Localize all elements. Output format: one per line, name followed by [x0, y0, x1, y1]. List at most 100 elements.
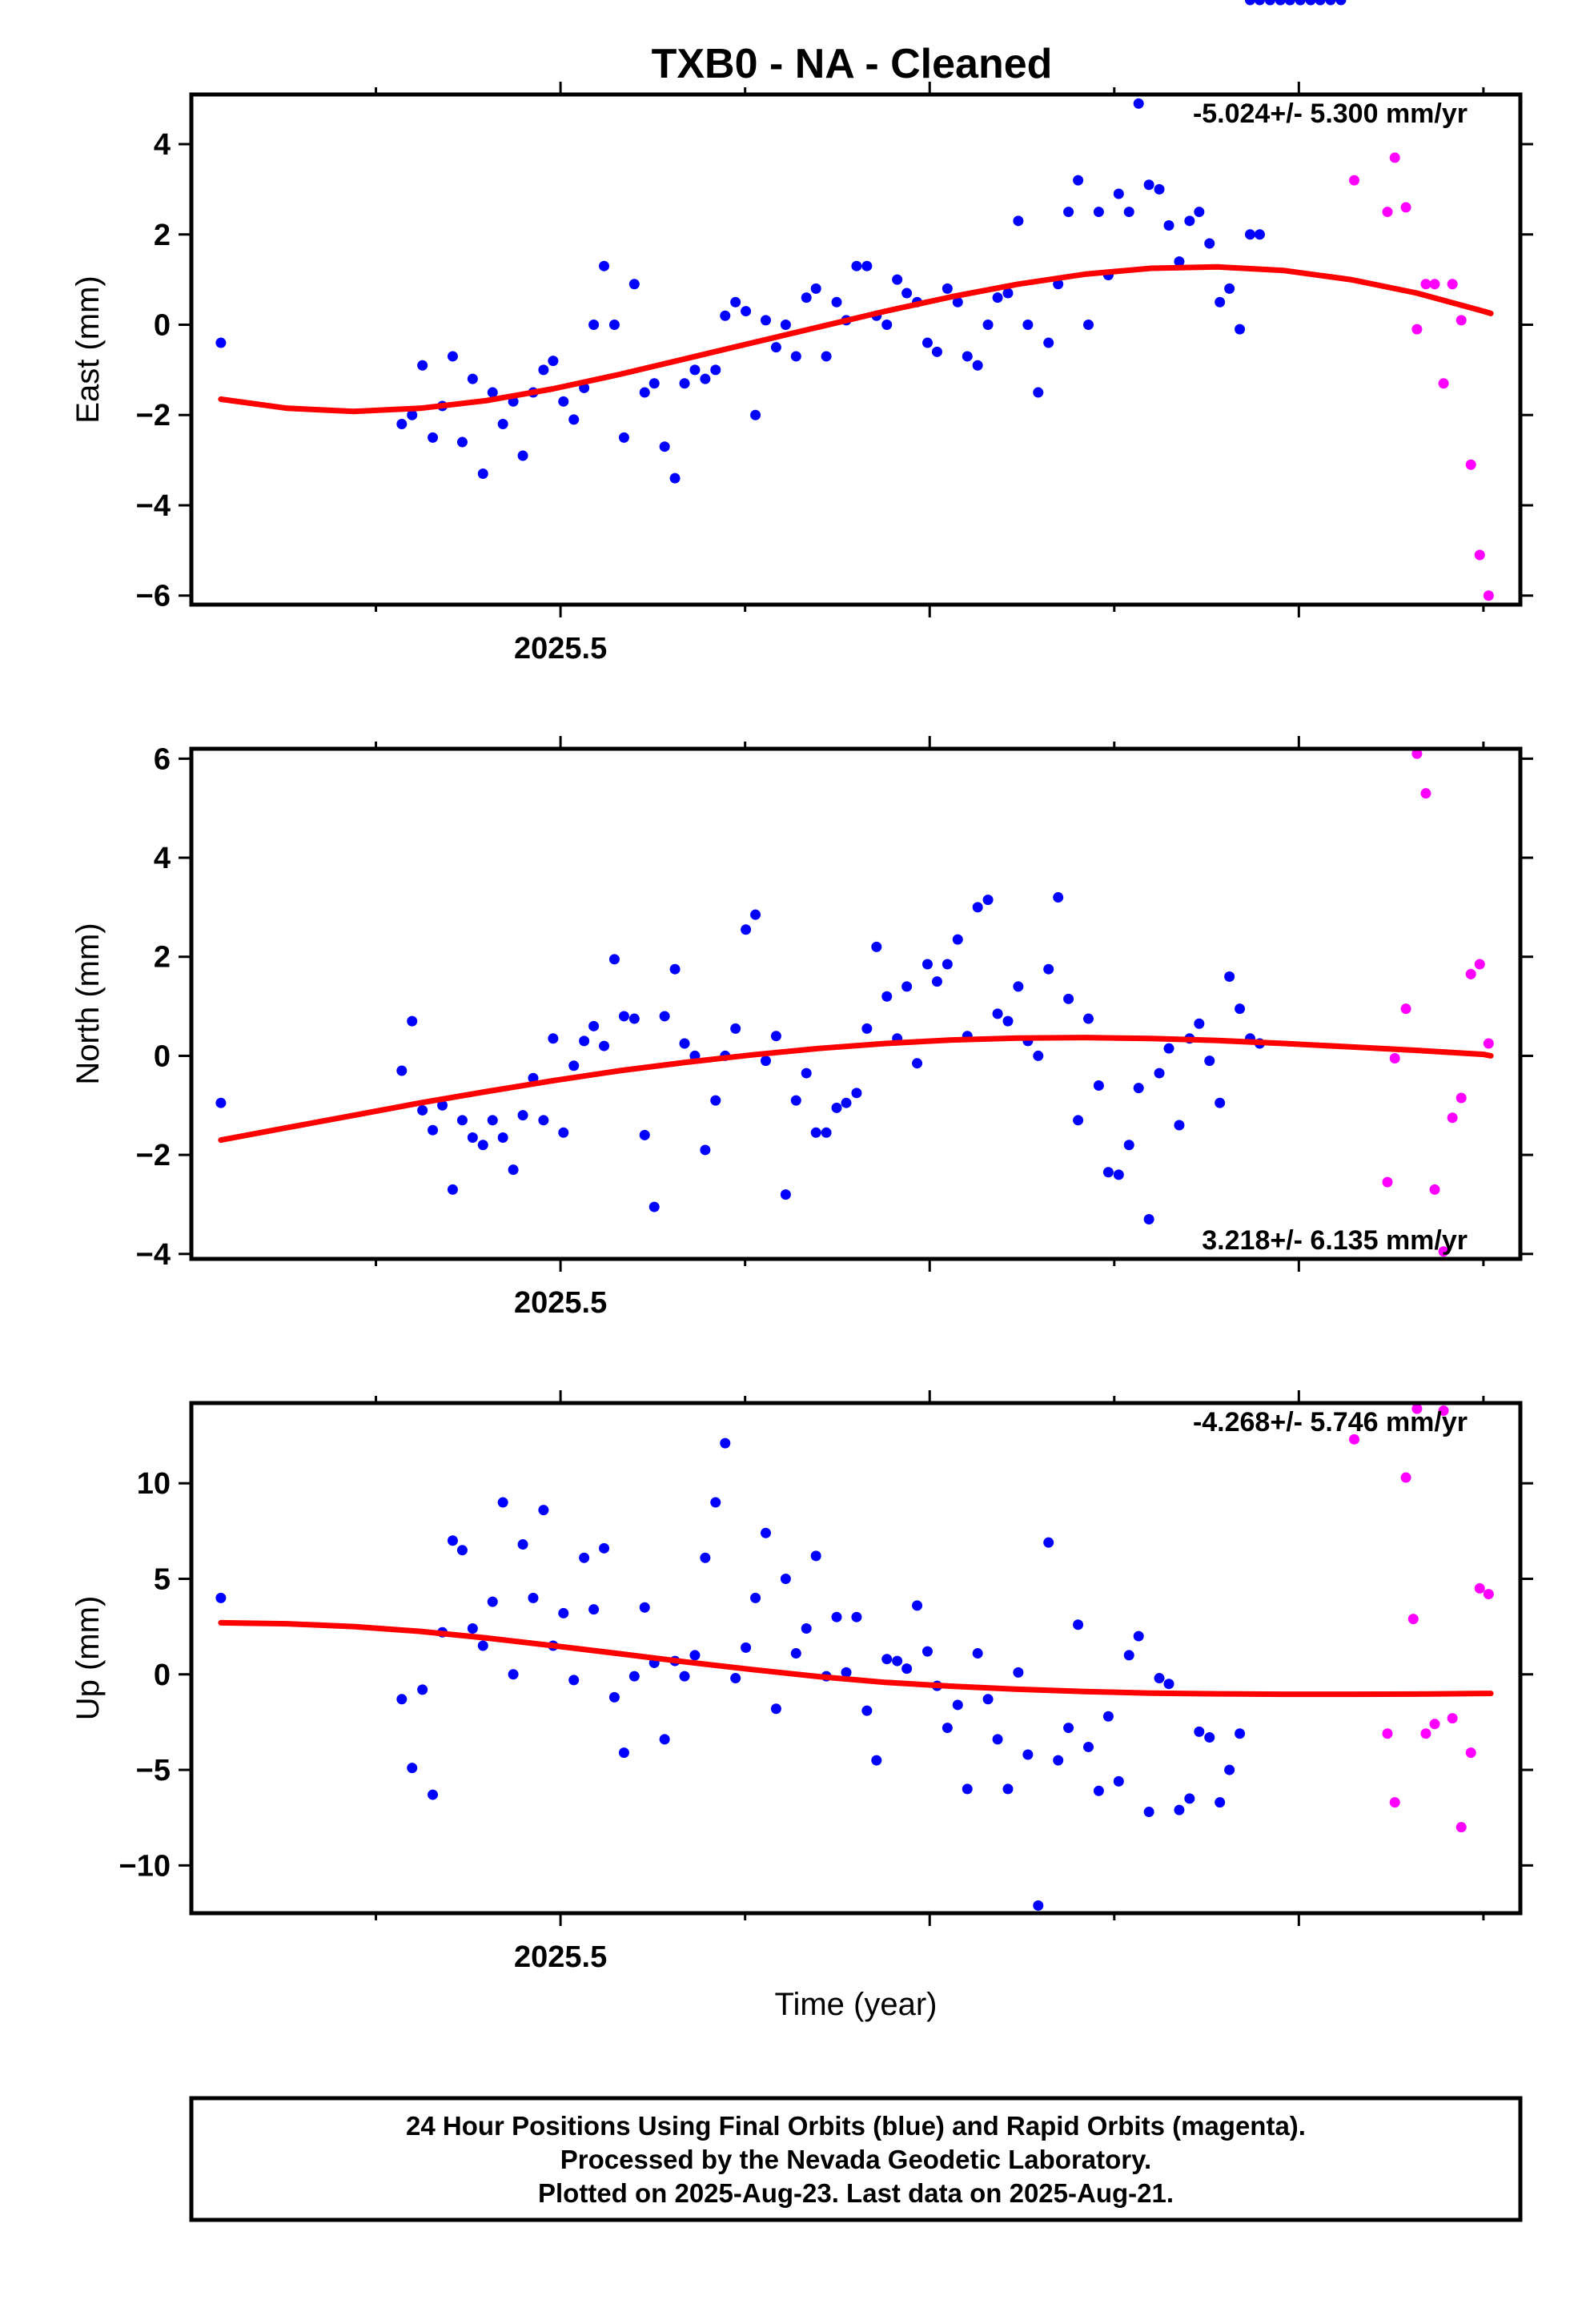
north-final-point: [1123, 1140, 1134, 1151]
north-rapid-point: [1447, 1112, 1458, 1124]
east-rapid-point: [1438, 378, 1449, 389]
north-ylabel: North (mm): [70, 923, 106, 1084]
east-final-point: [1133, 98, 1144, 109]
east-final-point: [831, 296, 842, 308]
east-final-point: [881, 319, 893, 330]
up-final-point: [1102, 1711, 1114, 1722]
north-ytick-label: −4: [136, 1238, 171, 1272]
north-rapid-point: [1456, 1092, 1467, 1104]
up-final-point: [770, 1703, 781, 1715]
up-final-point: [942, 1723, 953, 1734]
east-rapid-point: [1483, 590, 1494, 601]
north-rate-label: 3.218+/- 6.135 mm/yr: [1202, 1225, 1468, 1256]
up-final-point: [1254, 0, 1265, 6]
east-final-point: [648, 378, 660, 389]
north-final-point: [770, 1031, 781, 1042]
east-final-point: [710, 364, 721, 376]
north-final-point: [396, 1065, 408, 1076]
up-final-point: [487, 1596, 498, 1607]
north-final-point: [1235, 1003, 1246, 1015]
up-rapid-point: [1447, 1713, 1458, 1724]
up-final-point: [1123, 1650, 1134, 1661]
east-final-point: [1163, 219, 1174, 231]
north-final-point: [1215, 1097, 1226, 1108]
north-rapid-point: [1389, 1053, 1400, 1064]
north-rapid-point: [1420, 788, 1431, 799]
footer-line-1: 24 Hour Positions Using Final Orbits (bl…: [406, 2111, 1306, 2141]
north-final-point: [790, 1095, 801, 1106]
east-final-point: [1335, 0, 1347, 6]
east-final-point: [538, 364, 549, 376]
up-final-point: [720, 1437, 731, 1449]
east-final-point: [730, 296, 741, 308]
east-final-point: [1224, 283, 1235, 294]
up-final-point: [730, 1673, 741, 1684]
north-ytick-label: −2: [136, 1139, 171, 1172]
north-final-point: [881, 991, 893, 1002]
east-final-point: [428, 432, 439, 443]
up-final-point: [1143, 1807, 1154, 1818]
up-final-point: [892, 1655, 903, 1667]
north-final-point: [618, 1011, 629, 1022]
north-final-point: [669, 963, 681, 975]
up-final-point: [912, 1600, 923, 1611]
north-final-point: [1224, 971, 1235, 982]
up-final-point: [982, 1694, 994, 1705]
panels: 4 2 0 −2 −4 −6 2025.5 East (mm) -5.024+/- 5.300 …: [70, 0, 1533, 2022]
up-final-point: [1215, 1797, 1226, 1808]
north-final-point: [215, 1097, 227, 1108]
up-final-point: [1184, 1793, 1195, 1804]
north-final-point: [517, 1110, 528, 1121]
up-final-point: [831, 1611, 842, 1622]
up-final-point: [1275, 0, 1286, 6]
north-final-point: [477, 1140, 488, 1151]
east-final-point: [1033, 387, 1044, 398]
north-final-point: [972, 902, 983, 913]
up-xtick-label: 2025.5: [514, 1940, 607, 1974]
east-rapid-point: [1411, 324, 1423, 335]
north-final-point: [750, 909, 761, 920]
east-final-point: [1113, 188, 1124, 199]
east-final-point: [407, 409, 418, 420]
east-final-point: [1083, 319, 1094, 330]
east-final-point: [618, 432, 629, 443]
north-final-point: [1063, 993, 1074, 1004]
north-final-point: [1013, 981, 1024, 992]
figure-title: TXB0 - NA - Cleaned: [652, 41, 1053, 87]
east-final-point: [417, 360, 428, 371]
north-final-point: [921, 959, 933, 970]
east-final-point: [669, 472, 681, 484]
east-points: [215, 0, 1494, 601]
east-final-point: [517, 450, 528, 461]
east-ytick-label: 2: [154, 219, 171, 252]
up-final-point: [1013, 1667, 1024, 1678]
north-final-point: [497, 1132, 508, 1143]
north-rapid-point: [1400, 1003, 1411, 1015]
north-final-point: [628, 1013, 640, 1024]
up-final-point: [1022, 1749, 1034, 1760]
east-final-point: [679, 378, 690, 389]
up-panel: 10 5 0 −5 −10 2025.5 Up (mm) Time (year) -4.268+…: [70, 0, 1533, 2022]
up-final-point: [528, 1592, 539, 1603]
north-rapid-point: [1438, 1246, 1449, 1257]
east-ytick-label: −4: [136, 489, 171, 523]
up-final-point: [810, 1550, 821, 1562]
north-frame: [189, 746, 1523, 1261]
north-final-point: [901, 981, 913, 992]
up-rapid-point: [1465, 1747, 1476, 1759]
east-final-point: [608, 319, 620, 330]
east-rapid-point: [1429, 279, 1440, 290]
north-final-point: [508, 1164, 519, 1176]
east-final-point: [1063, 207, 1074, 218]
north-final-point: [710, 1095, 721, 1106]
north-final-point: [599, 1040, 610, 1051]
north-final-point: [407, 1015, 418, 1027]
up-rapid-point: [1438, 1405, 1449, 1417]
up-final-point: [710, 1497, 721, 1508]
up-rapid-point: [1474, 1582, 1485, 1594]
up-ytick-label: 5: [154, 1562, 171, 1596]
east-final-point: [1002, 287, 1014, 299]
north-final-point: [639, 1129, 650, 1140]
up-final-point: [639, 1602, 650, 1613]
